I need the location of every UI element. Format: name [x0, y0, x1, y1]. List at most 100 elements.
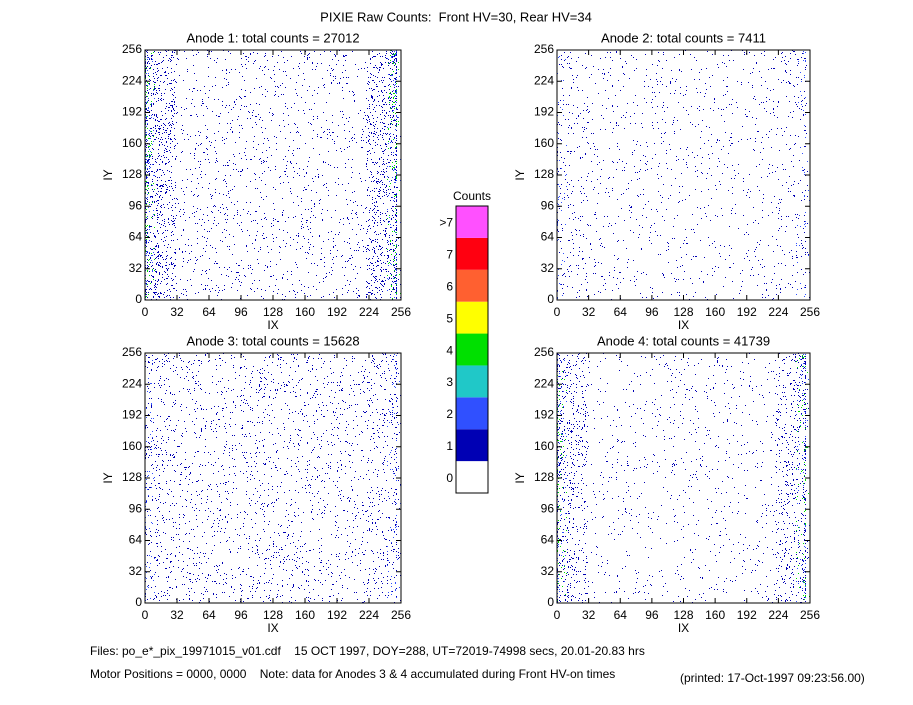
- y-axis-label: IY: [513, 169, 527, 180]
- y-tick-label: 160: [122, 439, 142, 453]
- count-texture: [145, 353, 401, 603]
- x-tick-label: 32: [582, 305, 596, 319]
- y-axis-label: IY: [513, 472, 527, 483]
- colorbar-label: 7: [446, 248, 453, 262]
- y-axis-label: IY: [101, 169, 115, 180]
- x-tick-label: 224: [359, 305, 379, 319]
- x-tick-label: 192: [327, 305, 347, 319]
- colorbar-swatch: [456, 397, 488, 430]
- footer-files: Files: po_e*_pix_19971015_v01.cdf 15 OCT…: [90, 644, 645, 658]
- y-tick-label: 192: [534, 408, 554, 422]
- y-tick-label: 64: [541, 533, 555, 547]
- y-tick-label: 0: [547, 595, 554, 609]
- count-texture: [557, 50, 810, 300]
- count-texture: [557, 354, 810, 603]
- colorbar-swatch: [456, 461, 488, 493]
- footer-motor: Motor Positions = 0000, 0000 Note: data …: [90, 667, 615, 681]
- x-tick-label: 0: [142, 305, 149, 319]
- y-tick-label: 64: [129, 230, 143, 244]
- plot-frame: [144, 49, 402, 301]
- x-tick-label: 96: [645, 305, 659, 319]
- y-tick-label: 192: [122, 408, 142, 422]
- x-tick-label: 32: [170, 608, 184, 622]
- x-tick-label: 160: [295, 608, 315, 622]
- y-tick-label: 256: [122, 42, 142, 56]
- plot-frame: [556, 352, 811, 604]
- y-tick-label: 224: [534, 376, 554, 390]
- y-tick-label: 224: [122, 376, 142, 390]
- x-tick-label: 256: [391, 305, 411, 319]
- x-axis-label: IX: [678, 621, 689, 635]
- colorbar-swatch: [456, 429, 488, 462]
- colorbar-swatch: [456, 269, 488, 302]
- x-tick-label: 256: [391, 608, 411, 622]
- y-tick-label: 256: [122, 345, 142, 359]
- y-tick-label: 192: [534, 105, 554, 119]
- y-tick-label: 128: [122, 167, 142, 181]
- y-tick-label: 224: [534, 73, 554, 87]
- y-tick-label: 160: [534, 136, 554, 150]
- x-tick-label: 96: [234, 608, 248, 622]
- x-tick-label: 160: [705, 305, 725, 319]
- x-tick-label: 96: [645, 608, 659, 622]
- panel-title: Anode 1: total counts = 27012: [186, 30, 359, 45]
- x-tick-label: 0: [554, 608, 561, 622]
- y-tick-label: 224: [122, 73, 142, 87]
- panel-title: Anode 3: total counts = 15628: [186, 333, 359, 348]
- page-title: PIXIE Raw Counts: Front HV=30, Rear HV=3…: [320, 9, 592, 24]
- x-axis-label: IX: [267, 621, 278, 635]
- x-tick-label: 128: [673, 608, 693, 622]
- y-tick-label: 64: [129, 533, 143, 547]
- colorbar-label: 5: [446, 311, 453, 325]
- x-tick-label: 64: [614, 608, 628, 622]
- x-tick-label: 224: [768, 608, 788, 622]
- x-tick-label: 160: [705, 608, 725, 622]
- x-tick-label: 96: [234, 305, 248, 319]
- x-tick-label: 192: [737, 608, 757, 622]
- x-tick-label: 32: [582, 608, 596, 622]
- x-tick-label: 32: [170, 305, 184, 319]
- x-tick-label: 64: [202, 305, 216, 319]
- colorbar-title: Counts: [453, 189, 491, 203]
- x-tick-label: 64: [614, 305, 628, 319]
- plot-frame: [556, 49, 811, 301]
- colorbar-swatch: [456, 237, 488, 270]
- count-texture: [557, 51, 810, 299]
- y-tick-label: 32: [541, 564, 555, 578]
- x-tick-label: 0: [554, 305, 561, 319]
- x-tick-label: 224: [768, 305, 788, 319]
- y-tick-label: 64: [541, 230, 555, 244]
- colorbar-swatch: [456, 206, 488, 238]
- y-tick-label: 96: [541, 501, 555, 515]
- y-tick-label: 160: [122, 136, 142, 150]
- count-texture: [145, 50, 401, 300]
- colorbar-frame: [455, 205, 489, 494]
- x-tick-label: 128: [263, 305, 283, 319]
- y-tick-label: 96: [129, 501, 143, 515]
- colorbar-swatch: [456, 301, 488, 334]
- plot-frame: [144, 352, 402, 604]
- x-tick-label: 0: [142, 608, 149, 622]
- y-tick-label: 128: [534, 167, 554, 181]
- y-tick-label: 160: [534, 439, 554, 453]
- count-texture: [145, 354, 401, 601]
- y-tick-label: 192: [122, 105, 142, 119]
- count-texture: [145, 50, 401, 300]
- colorbar-swatch: [456, 333, 488, 366]
- colorbar-label: >7: [439, 216, 453, 230]
- colorbar-label: 2: [446, 407, 453, 421]
- colorbar-swatch: [456, 365, 488, 398]
- x-tick-label: 192: [737, 305, 757, 319]
- y-tick-label: 32: [129, 261, 143, 275]
- x-tick-label: 192: [327, 608, 347, 622]
- x-tick-label: 160: [295, 305, 315, 319]
- y-tick-label: 0: [547, 292, 554, 306]
- count-texture: [557, 353, 809, 603]
- x-tick-label: 256: [800, 608, 820, 622]
- x-tick-label: 128: [263, 608, 283, 622]
- x-tick-label: 128: [673, 305, 693, 319]
- count-texture: [557, 355, 810, 601]
- colorbar-label: 4: [446, 343, 453, 357]
- colorbar-label: 3: [446, 375, 453, 389]
